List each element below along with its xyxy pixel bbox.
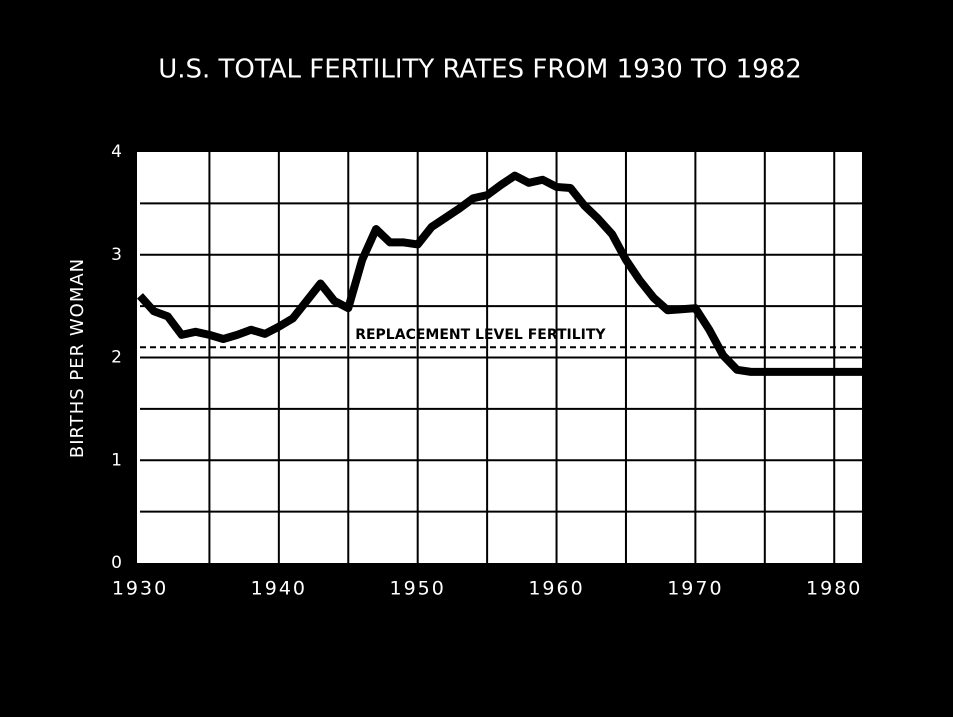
y-tick-label: 3	[111, 245, 122, 265]
x-tick-label: 1950	[390, 578, 446, 600]
x-tick-label: 1940	[251, 578, 307, 600]
annotation: REPLACEMENT LEVEL FERTILITY	[355, 327, 606, 343]
x-tick-label: 1930	[112, 578, 168, 600]
x-tick-label: 1970	[667, 578, 723, 600]
y-axis-label: BIRTHS PER WOMAN	[67, 258, 88, 458]
chart-title: U.S. TOTAL FERTILITY RATES FROM 1930 TO …	[158, 55, 802, 85]
y-tick-label: 1	[111, 450, 122, 470]
x-tick-label: 1980	[806, 578, 862, 600]
y-tick-label: 2	[111, 348, 122, 368]
x-tick-label: 1960	[528, 578, 584, 600]
y-tick-label: 0	[111, 553, 122, 573]
data-line	[137, 171, 862, 376]
y-tick-label: 4	[111, 142, 122, 162]
